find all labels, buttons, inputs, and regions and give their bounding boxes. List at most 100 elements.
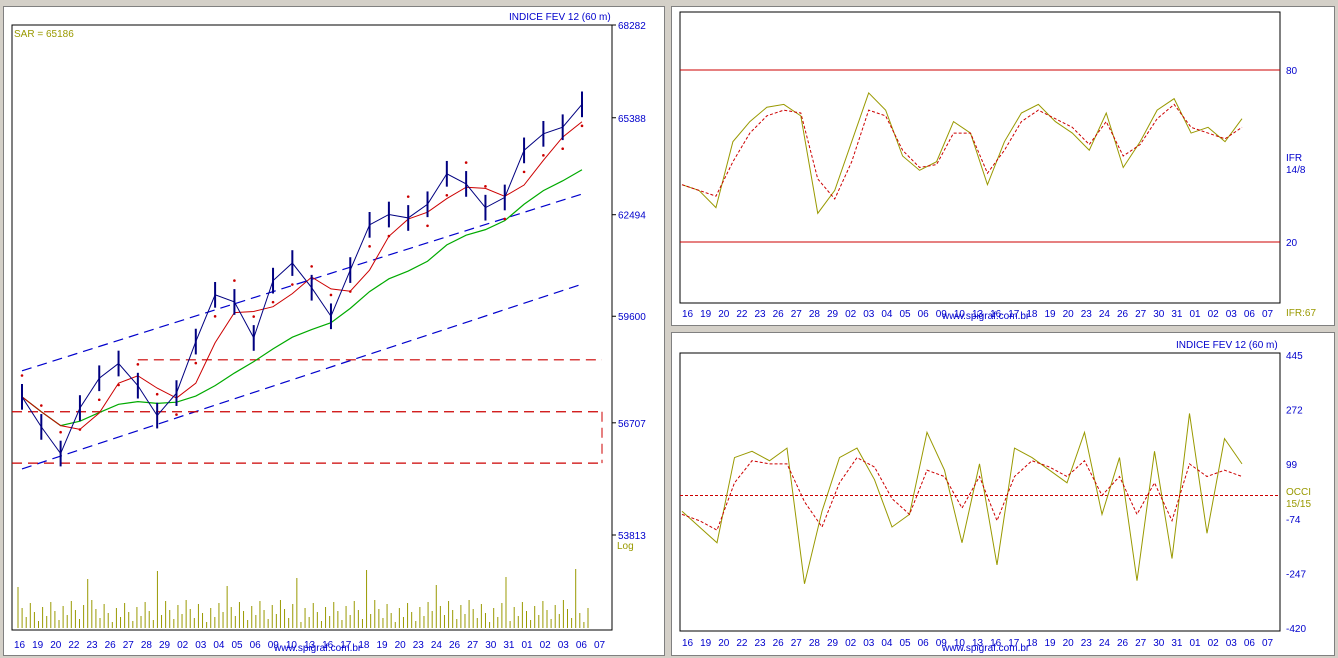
sar-dot xyxy=(329,293,333,297)
x-tick-label: 06 xyxy=(1244,309,1256,320)
x-tick-label: 20 xyxy=(718,309,730,320)
rsi-line xyxy=(681,92,1243,215)
x-tick-label: 05 xyxy=(900,309,912,320)
x-tick-label: 29 xyxy=(827,309,839,320)
y-tick-label: 56707 xyxy=(618,419,646,430)
x-tick-label: 18 xyxy=(1026,309,1038,320)
x-tick-label: 16 xyxy=(682,638,694,649)
sar-dot xyxy=(484,185,487,188)
x-tick-label: 18 xyxy=(1026,638,1038,649)
x-tick-label: 10 xyxy=(954,309,966,320)
x-tick-label: 09 xyxy=(268,640,280,651)
x-tick-label: 16 xyxy=(322,640,334,651)
sar-dot xyxy=(20,374,24,377)
sar-dot xyxy=(426,224,429,228)
y-tick-label: -420 xyxy=(1286,624,1306,635)
long-moving-average xyxy=(21,169,583,427)
rsi-signal-line xyxy=(681,103,1243,200)
cci-params-label: 15/15 xyxy=(1286,499,1311,510)
sar-dot xyxy=(155,392,159,396)
cci-panel[interactable]: INDICE FEV 12 (60 m) OCCI 15/15 www.spig… xyxy=(671,332,1335,656)
x-tick-label: 03 xyxy=(1226,309,1238,320)
sar-dot xyxy=(503,217,507,221)
y-tick-label: -247 xyxy=(1286,569,1306,580)
x-tick-label: 28 xyxy=(809,309,821,320)
watermark: www.spigraf.com.br xyxy=(941,311,1030,322)
x-tick-label: 20 xyxy=(1063,638,1075,649)
x-tick-label: 23 xyxy=(1081,638,1093,649)
sar-dot xyxy=(368,245,371,248)
sar-dot xyxy=(291,283,294,286)
x-tick-label: 06 xyxy=(1244,638,1256,649)
x-tick-label: 19 xyxy=(1045,309,1057,320)
sar-dot xyxy=(117,383,120,387)
y-tick-label: 59600 xyxy=(618,312,646,323)
short-moving-average xyxy=(21,121,583,430)
x-tick-label: 26 xyxy=(773,638,785,649)
y-tick-label: 445 xyxy=(1286,351,1303,362)
price-chart-panel[interactable]: INDICE FEV 12 (60 m) SAR = 65186 Log www… xyxy=(3,6,665,656)
x-tick-label: 17 xyxy=(1008,638,1020,649)
rsi-value-label: IFR:67 xyxy=(1286,308,1316,319)
watermark: www.spigraf.com.br xyxy=(273,643,362,654)
sar-dot xyxy=(97,398,101,402)
x-tick-label: 02 xyxy=(177,640,189,651)
x-tick-label: 27 xyxy=(791,309,803,320)
x-tick-label: 27 xyxy=(467,640,479,651)
x-tick-label: 19 xyxy=(700,638,712,649)
plot-frame xyxy=(679,11,1281,304)
x-tick-label: 03 xyxy=(195,640,207,651)
rsi-indicator-label: IFR xyxy=(1286,153,1302,164)
x-tick-label: 23 xyxy=(1081,309,1093,320)
chart-title: INDICE FEV 12 (60 m) xyxy=(509,12,611,23)
cci-line xyxy=(681,413,1243,584)
sar-dot xyxy=(445,193,449,197)
sar-dot xyxy=(252,315,256,318)
x-tick-label: 26 xyxy=(1117,309,1129,320)
sar-dot xyxy=(213,315,217,318)
rsi-panel[interactable]: IFR 14/8 IFR:67 www.spigraf.com.br 80 20 1… xyxy=(671,6,1335,326)
sar-dot xyxy=(59,430,62,434)
x-tick-label: 06 xyxy=(250,640,262,651)
x-tick-label: 26 xyxy=(105,640,117,651)
x-tick-label: 31 xyxy=(1171,638,1183,649)
x-tick-label: 20 xyxy=(718,638,730,649)
x-tick-label: 28 xyxy=(141,640,153,651)
x-tick-label: 23 xyxy=(755,309,767,320)
y-tick-label: -74 xyxy=(1286,515,1301,526)
cci-chart: INDICE FEV 12 (60 m) OCCI 15/15 www.spig… xyxy=(679,340,1311,654)
y-tick-label: 80 xyxy=(1286,66,1298,77)
x-tick-label: 31 xyxy=(1171,309,1183,320)
x-tick-label: 17 xyxy=(1008,309,1020,320)
x-tick-label: 19 xyxy=(32,640,44,651)
x-tick-label: 23 xyxy=(413,640,425,651)
x-tick-label: 13 xyxy=(972,638,984,649)
x-tick-label: 20 xyxy=(1063,309,1075,320)
plot-frame xyxy=(679,352,1281,632)
x-tick-label: 16 xyxy=(14,640,26,651)
plot-frame xyxy=(11,24,613,631)
x-tick-label: 07 xyxy=(1262,638,1274,649)
x-tick-label: 23 xyxy=(755,638,767,649)
x-tick-label: 06 xyxy=(576,640,588,651)
x-tick-label: 02 xyxy=(1208,309,1220,320)
x-tick-label: 16 xyxy=(990,638,1002,649)
x-tick-label: 16 xyxy=(682,309,694,320)
x-tick-label: 13 xyxy=(972,309,984,320)
x-tick-label: 30 xyxy=(1153,638,1165,649)
x-tick-label: 07 xyxy=(1262,309,1274,320)
x-tick-label: 05 xyxy=(232,640,244,651)
x-tick-label: 01 xyxy=(1190,309,1202,320)
x-tick-label: 27 xyxy=(1135,309,1147,320)
x-tick-label: 28 xyxy=(809,638,821,649)
x-tick-label: 24 xyxy=(431,640,443,651)
x-tick-label: 10 xyxy=(286,640,298,651)
x-tick-label: 16 xyxy=(990,309,1002,320)
x-tick-label: 24 xyxy=(1099,309,1111,320)
sar-dot xyxy=(464,161,468,164)
x-tick-label: 17 xyxy=(340,640,352,651)
watermark: www.spigraf.com.br xyxy=(941,643,1030,654)
x-tick-label: 02 xyxy=(1208,638,1220,649)
sar-dot xyxy=(387,234,391,238)
x-tick-label: 06 xyxy=(918,309,930,320)
